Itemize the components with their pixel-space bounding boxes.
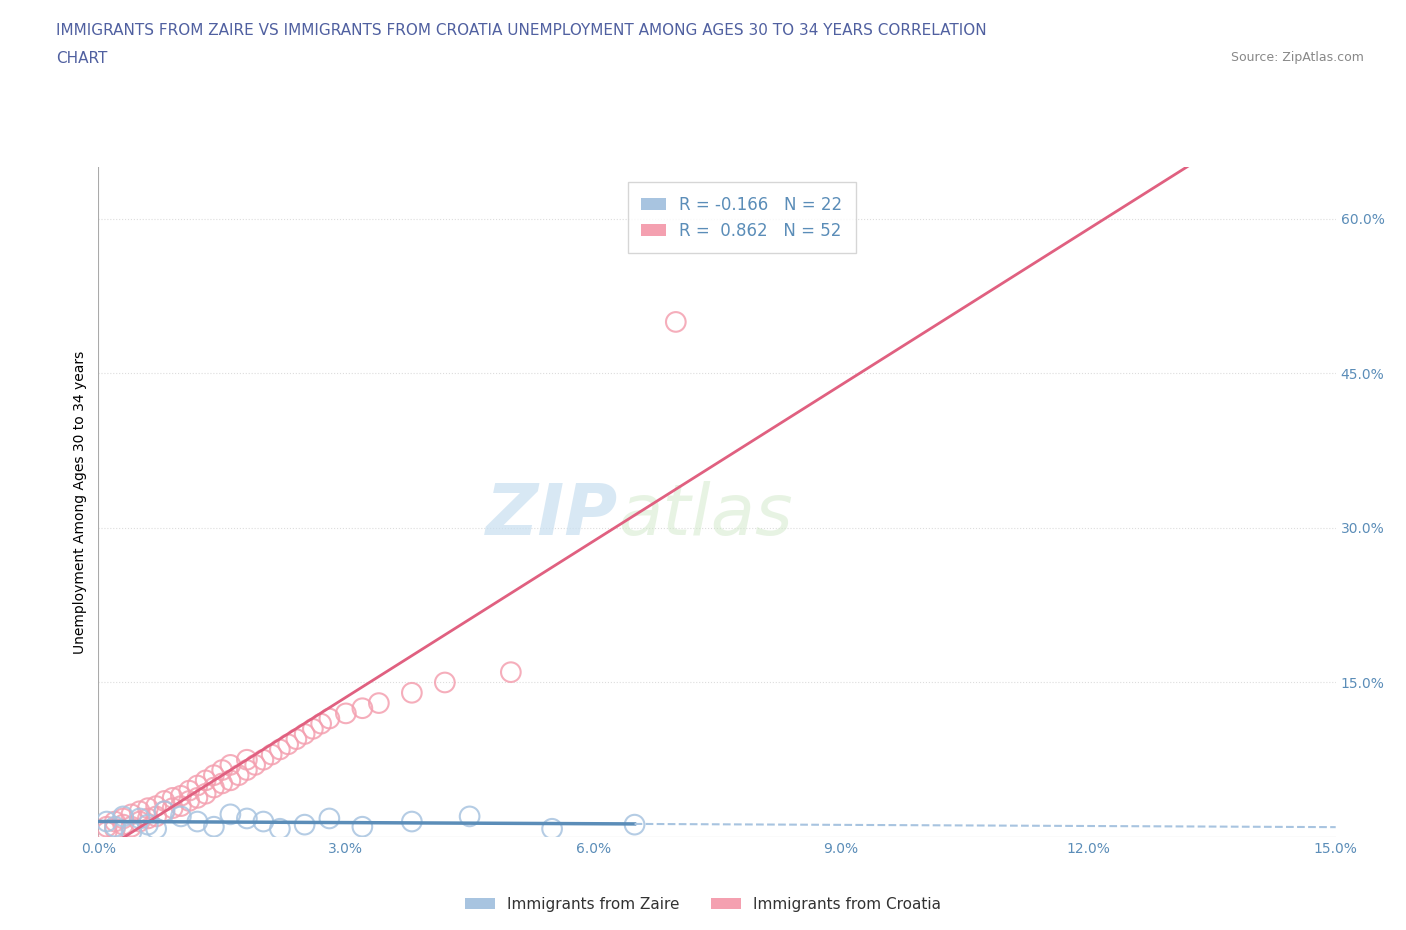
Point bbox=[219, 807, 242, 822]
Point bbox=[228, 768, 250, 783]
Point bbox=[352, 819, 374, 834]
Point bbox=[211, 763, 233, 777]
Point bbox=[145, 809, 167, 824]
Point bbox=[458, 809, 481, 824]
Point bbox=[335, 706, 357, 721]
Point bbox=[186, 814, 208, 829]
Point bbox=[112, 811, 135, 826]
Point bbox=[179, 793, 201, 808]
Point bbox=[433, 675, 456, 690]
Point bbox=[120, 807, 142, 822]
Point bbox=[112, 817, 135, 832]
Point bbox=[665, 314, 688, 329]
Point bbox=[120, 824, 142, 839]
Point bbox=[194, 786, 217, 801]
Point bbox=[128, 814, 150, 829]
Point bbox=[96, 819, 118, 834]
Point bbox=[243, 757, 266, 772]
Point bbox=[260, 747, 283, 762]
Point bbox=[252, 814, 274, 829]
Point bbox=[252, 752, 274, 767]
Legend: R = -0.166   N = 22, R =  0.862   N = 52: R = -0.166 N = 22, R = 0.862 N = 52 bbox=[627, 182, 856, 254]
Point bbox=[499, 665, 522, 680]
Point bbox=[136, 817, 159, 832]
Point bbox=[120, 819, 142, 834]
Point bbox=[128, 804, 150, 818]
Point bbox=[104, 814, 127, 829]
Text: Source: ZipAtlas.com: Source: ZipAtlas.com bbox=[1230, 51, 1364, 64]
Point bbox=[186, 790, 208, 805]
Legend: Immigrants from Zaire, Immigrants from Croatia: Immigrants from Zaire, Immigrants from C… bbox=[458, 891, 948, 918]
Point bbox=[170, 809, 193, 824]
Point bbox=[219, 773, 242, 788]
Point bbox=[202, 768, 225, 783]
Point bbox=[269, 742, 291, 757]
Point bbox=[153, 804, 176, 818]
Point bbox=[194, 773, 217, 788]
Point bbox=[318, 811, 340, 826]
Point bbox=[302, 722, 325, 737]
Point bbox=[219, 757, 242, 772]
Point bbox=[352, 701, 374, 716]
Text: ZIP: ZIP bbox=[486, 481, 619, 550]
Point bbox=[285, 732, 308, 747]
Point bbox=[277, 737, 299, 751]
Point bbox=[236, 752, 259, 767]
Point bbox=[96, 814, 118, 829]
Point bbox=[202, 819, 225, 834]
Point bbox=[211, 776, 233, 790]
Point bbox=[170, 789, 193, 804]
Text: CHART: CHART bbox=[56, 51, 108, 66]
Y-axis label: Unemployment Among Ages 30 to 34 years: Unemployment Among Ages 30 to 34 years bbox=[73, 351, 87, 654]
Point bbox=[179, 783, 201, 798]
Point bbox=[186, 778, 208, 793]
Point bbox=[162, 790, 184, 805]
Point bbox=[162, 801, 184, 816]
Point bbox=[153, 804, 176, 818]
Point bbox=[367, 696, 389, 711]
Point bbox=[96, 824, 118, 839]
Point bbox=[104, 821, 127, 836]
Point bbox=[128, 811, 150, 826]
Point bbox=[202, 780, 225, 795]
Text: atlas: atlas bbox=[619, 481, 793, 550]
Point bbox=[294, 726, 316, 741]
Point bbox=[153, 793, 176, 808]
Point bbox=[318, 711, 340, 726]
Point bbox=[294, 817, 316, 832]
Point bbox=[170, 799, 193, 814]
Point bbox=[401, 814, 423, 829]
Point bbox=[236, 811, 259, 826]
Point bbox=[401, 685, 423, 700]
Point bbox=[623, 817, 645, 832]
Point bbox=[309, 716, 332, 731]
Point bbox=[269, 821, 291, 836]
Point bbox=[145, 799, 167, 814]
Point bbox=[136, 801, 159, 816]
Point bbox=[104, 819, 127, 834]
Point bbox=[136, 811, 159, 826]
Point bbox=[112, 809, 135, 824]
Text: IMMIGRANTS FROM ZAIRE VS IMMIGRANTS FROM CROATIA UNEMPLOYMENT AMONG AGES 30 TO 3: IMMIGRANTS FROM ZAIRE VS IMMIGRANTS FROM… bbox=[56, 23, 987, 38]
Point bbox=[541, 821, 564, 836]
Point bbox=[236, 763, 259, 777]
Point bbox=[145, 821, 167, 836]
